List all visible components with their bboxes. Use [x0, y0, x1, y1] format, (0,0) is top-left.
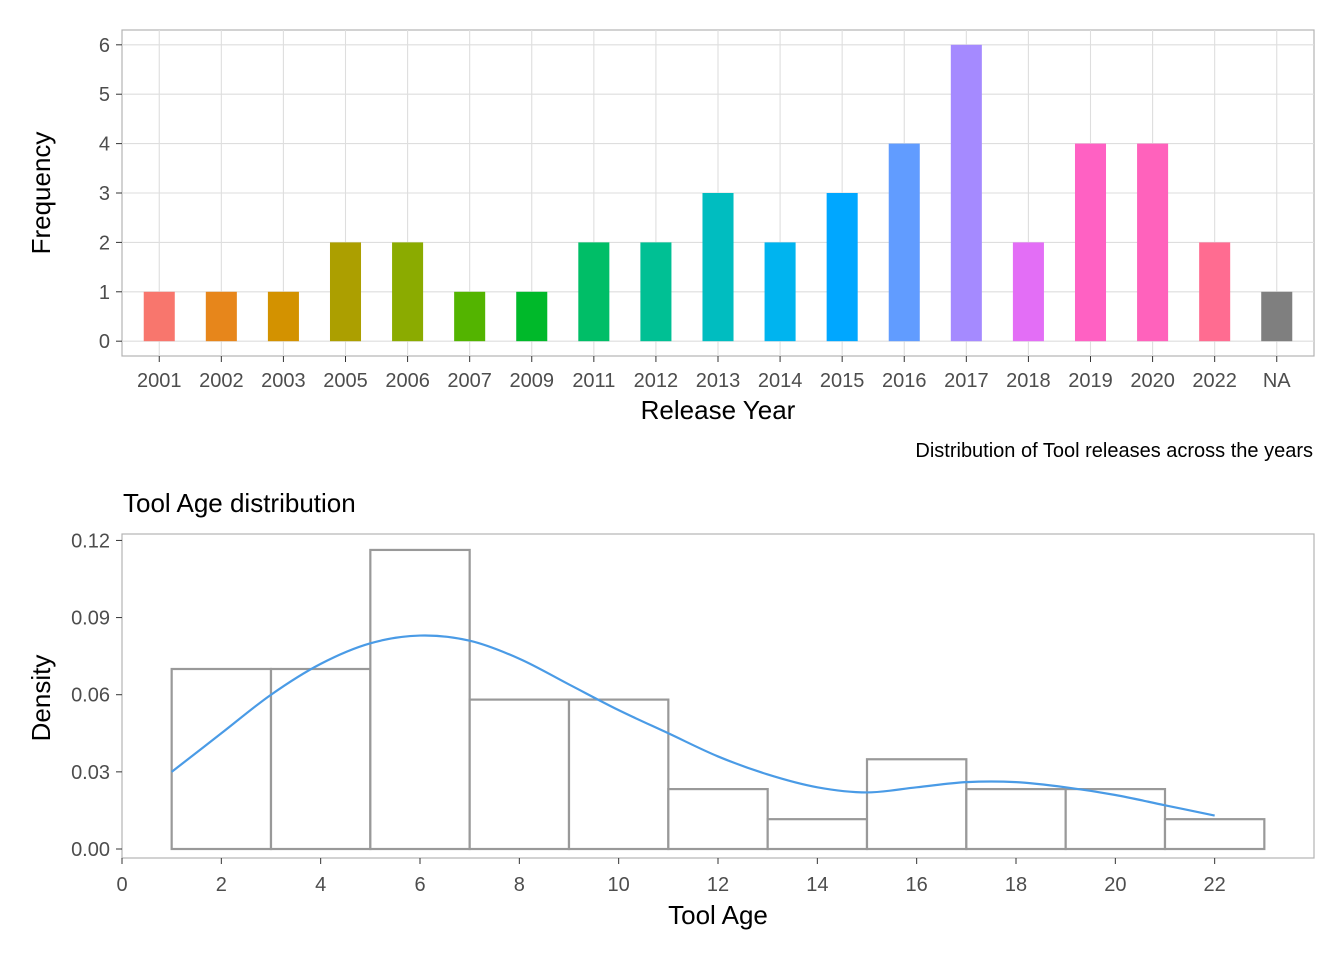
hist-x-axis: 0 2 4 6 8 10 12 14 16 18 20 22	[116, 858, 1226, 896]
bar-2016	[888, 143, 920, 342]
bar-x-tick-label: 2017	[944, 370, 989, 392]
bar-x-tick-label: 2013	[696, 370, 741, 392]
hist-x-tick-label: 22	[1204, 874, 1226, 896]
bar-2014	[764, 242, 796, 342]
bar-y-tick-label: 0	[99, 331, 110, 353]
hist-x-tick-label: 18	[1005, 874, 1027, 896]
hist-x-tick-label: 10	[608, 874, 630, 896]
bar-x-tick-label: 2005	[323, 370, 368, 392]
bar-2018	[1012, 242, 1044, 342]
bar-2011	[578, 242, 610, 342]
bar-NA	[1261, 291, 1293, 342]
hist-x-tick-label: 6	[414, 874, 425, 896]
bar-2005	[329, 242, 362, 342]
hist-x-tick-label: 12	[707, 874, 729, 896]
hist-bar	[468, 698, 571, 851]
hist-x-axis-title: Tool Age	[668, 900, 768, 930]
hist-bars	[170, 548, 1266, 851]
bar-x-tick-label: 2016	[882, 370, 927, 392]
tool-age-histogram: Tool Age distribution 0.000.030.060.090.…	[26, 488, 1315, 930]
hist-y-tick-label: 0.12	[71, 530, 110, 552]
hist-bar	[865, 758, 968, 851]
hist-bar	[965, 787, 1067, 851]
bar-2012	[640, 242, 672, 342]
hist-x-tick-label: 14	[806, 874, 828, 896]
bar-x-tick-label: NA	[1263, 370, 1291, 392]
bar-x-tick-label: 2022	[1192, 370, 1237, 392]
hist-y-axis: 0.00 0.03 0.06 0.09 0.12	[71, 530, 122, 861]
bar-2002	[205, 291, 237, 342]
bar-x-tick-label: 2012	[634, 370, 679, 392]
bar-2017	[950, 44, 982, 342]
hist-y-axis-title: Density	[26, 655, 56, 742]
hist-x-tick-label: 16	[906, 874, 928, 896]
bar-y-tick-label: 1	[99, 282, 110, 304]
bar-y-tick-label: 4	[99, 134, 110, 156]
bar-x-tick-label: 2015	[820, 370, 865, 392]
hist-y-tick-label: 0.00	[71, 839, 110, 861]
bar-x-tick-label: 2019	[1068, 370, 1113, 392]
hist-bar	[1163, 818, 1266, 851]
bar-2020	[1137, 143, 1169, 342]
hist-x-tick-label: 2	[216, 874, 227, 896]
bar-2019	[1074, 143, 1107, 342]
bar-x-tick-label: 2001	[137, 370, 182, 392]
bar-x-tick-label: 2006	[385, 370, 430, 392]
hist-bar	[567, 698, 670, 851]
bar-x-tick-label: 2002	[199, 370, 244, 392]
hist-x-tick-label: 4	[315, 874, 326, 896]
bar-2015	[826, 193, 858, 342]
hist-bar	[667, 787, 769, 851]
bar-2009	[516, 291, 548, 342]
hist-bar	[369, 548, 471, 851]
hist-y-tick-label: 0.06	[71, 685, 110, 707]
bar-y-tick-label: 2	[99, 232, 110, 254]
hist-y-tick-label: 0.09	[71, 608, 110, 630]
bar-chart-caption: Distribution of Tool releases across the…	[915, 440, 1313, 462]
bar-x-tick-label: 2014	[758, 370, 803, 392]
bar-x-tick-label: 2007	[447, 370, 492, 392]
hist-bar	[1064, 787, 1167, 851]
hist-bar	[766, 818, 869, 851]
bar-y-axis-title: Frequency	[26, 132, 56, 255]
bar-y-tick-label: 3	[99, 183, 110, 205]
bar-y-tick-label: 5	[99, 84, 110, 106]
bar-x-axis-title: Release Year	[641, 395, 796, 425]
release-year-bar-chart: 0 1 2 3 4 5 6 2001 2002 2003 2005 2006 2007 2009 2011…	[26, 29, 1315, 462]
bar-x-tick-label: 2020	[1130, 370, 1175, 392]
hist-bar	[269, 667, 372, 851]
hist-x-tick-label: 20	[1104, 874, 1126, 896]
bar-x-axis: 2001 2002 2003 2005 2006 2007 2009 2011 2012 2013…	[137, 356, 1291, 392]
bar-x-tick-label: 2011	[572, 370, 615, 392]
bar-y-tick-label: 6	[99, 35, 110, 57]
bar-2006	[392, 242, 424, 342]
hist-x-tick-label: 0	[116, 874, 127, 896]
bar-2022	[1199, 242, 1231, 342]
density-curve	[170, 634, 1215, 817]
bar-y-axis: 0 1 2 3 4 5 6	[99, 35, 122, 353]
bar-2001	[143, 291, 175, 342]
bar-x-tick-label: 2003	[261, 370, 306, 392]
bar-2003	[267, 291, 299, 342]
bar-x-tick-label: 2018	[1006, 370, 1051, 392]
hist-title: Tool Age distribution	[123, 488, 356, 518]
bar-marks	[143, 44, 1293, 342]
hist-y-tick-label: 0.03	[71, 762, 110, 784]
bar-x-tick-label: 2009	[510, 370, 555, 392]
bar-2007	[454, 291, 486, 342]
hist-x-tick-label: 8	[514, 874, 525, 896]
bar-2013	[702, 193, 734, 342]
